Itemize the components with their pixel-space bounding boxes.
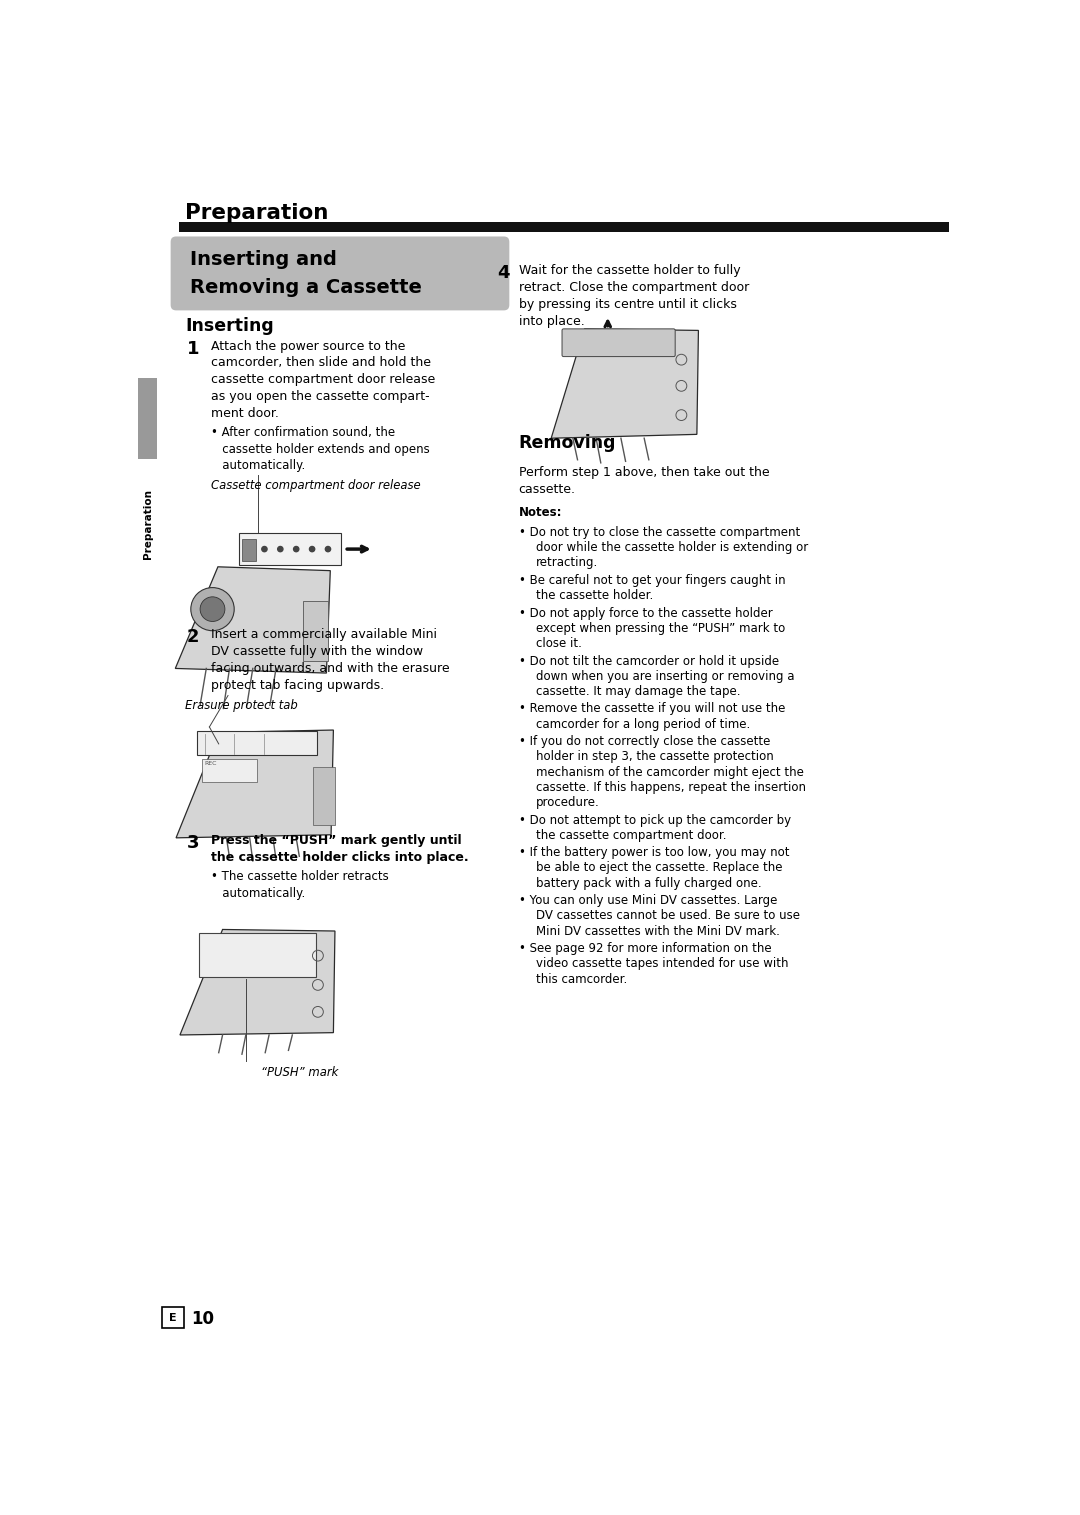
- Text: Notes:: Notes:: [518, 506, 562, 518]
- Text: retracting.: retracting.: [536, 556, 598, 568]
- Text: Preparation: Preparation: [143, 489, 152, 559]
- Text: • If you do not correctly close the cassette: • If you do not correctly close the cass…: [518, 735, 770, 748]
- Text: close it.: close it.: [536, 636, 581, 650]
- Bar: [162, 1307, 184, 1329]
- Circle shape: [278, 547, 283, 551]
- Text: the cassette compartment door.: the cassette compartment door.: [536, 829, 726, 842]
- Text: Cassette compartment door release: Cassette compartment door release: [211, 479, 420, 492]
- Text: Perform step 1 above, then take out the: Perform step 1 above, then take out the: [518, 467, 769, 479]
- Text: battery pack with a fully charged one.: battery pack with a fully charged one.: [536, 877, 761, 889]
- Text: Preparation: Preparation: [186, 203, 328, 223]
- Text: 2: 2: [187, 629, 200, 647]
- Text: Removing: Removing: [518, 433, 616, 451]
- Text: • Remove the cassette if you will not use the: • Remove the cassette if you will not us…: [518, 703, 785, 715]
- Text: DV cassettes cannot be used. Be sure to use: DV cassettes cannot be used. Be sure to …: [536, 909, 799, 923]
- Text: 1: 1: [187, 339, 200, 358]
- Circle shape: [191, 588, 234, 630]
- Text: Erasure protect tab: Erasure protect tab: [186, 698, 298, 712]
- Text: as you open the cassette compart-: as you open the cassette compart-: [211, 389, 430, 403]
- Text: DV cassette fully with the window: DV cassette fully with the window: [211, 645, 423, 658]
- Text: the cassette holder clicks into place.: the cassette holder clicks into place.: [211, 851, 469, 864]
- Text: • The cassette holder retracts: • The cassette holder retracts: [211, 870, 389, 883]
- Text: be able to eject the cassette. Replace the: be able to eject the cassette. Replace t…: [536, 862, 782, 874]
- Text: automatically.: automatically.: [211, 886, 306, 900]
- Circle shape: [261, 547, 267, 551]
- Text: • Do not attempt to pick up the camcorder by: • Do not attempt to pick up the camcorde…: [518, 814, 791, 827]
- Text: “PUSH” mark: “PUSH” mark: [261, 1065, 339, 1079]
- Bar: [179, 221, 948, 232]
- Text: Attach the power source to the: Attach the power source to the: [211, 339, 405, 353]
- Text: by pressing its centre until it clicks: by pressing its centre until it clicks: [518, 298, 737, 311]
- Text: camcorder for a long period of time.: camcorder for a long period of time.: [536, 718, 750, 730]
- Circle shape: [310, 547, 314, 551]
- FancyBboxPatch shape: [562, 329, 675, 356]
- Text: Inserting: Inserting: [186, 317, 274, 335]
- Text: camcorder, then slide and hold the: camcorder, then slide and hold the: [211, 356, 431, 370]
- Text: protect tab facing upwards.: protect tab facing upwards.: [211, 679, 384, 692]
- Text: • Be careful not to get your fingers caught in: • Be careful not to get your fingers cau…: [518, 574, 785, 586]
- Circle shape: [294, 547, 299, 551]
- Text: mechanism of the camcorder might eject the: mechanism of the camcorder might eject t…: [536, 765, 804, 779]
- Bar: [197, 730, 318, 756]
- Text: REC: REC: [205, 761, 217, 767]
- Text: Mini DV cassettes with the Mini DV mark.: Mini DV cassettes with the Mini DV mark.: [536, 924, 780, 938]
- Circle shape: [325, 547, 330, 551]
- Text: • Do not tilt the camcorder or hold it upside: • Do not tilt the camcorder or hold it u…: [518, 654, 779, 668]
- Text: Removing a Cassette: Removing a Cassette: [190, 277, 422, 297]
- Text: Wait for the cassette holder to fully: Wait for the cassette holder to fully: [518, 264, 740, 277]
- Text: 4: 4: [497, 264, 510, 282]
- Text: procedure.: procedure.: [536, 795, 599, 809]
- Text: • Do not apply force to the cassette holder: • Do not apply force to the cassette hol…: [518, 606, 772, 620]
- Text: automatically.: automatically.: [211, 459, 306, 473]
- Text: cassette compartment door release: cassette compartment door release: [211, 373, 435, 386]
- Text: cassette. It may damage the tape.: cassette. It may damage the tape.: [536, 685, 740, 698]
- Text: this camcorder.: this camcorder.: [536, 973, 626, 986]
- Text: cassette. If this happens, repeat the insertion: cassette. If this happens, repeat the in…: [536, 780, 806, 794]
- Bar: [200, 933, 315, 977]
- Text: except when pressing the “PUSH” mark to: except when pressing the “PUSH” mark to: [536, 621, 785, 635]
- Bar: [202, 759, 257, 782]
- Text: • Do not try to close the cassette compartment: • Do not try to close the cassette compa…: [518, 526, 800, 539]
- Polygon shape: [175, 567, 330, 673]
- Text: Press the “PUSH” mark gently until: Press the “PUSH” mark gently until: [211, 833, 461, 847]
- Text: ment door.: ment door.: [211, 408, 279, 420]
- Text: holder in step 3, the cassette protection: holder in step 3, the cassette protectio…: [536, 750, 773, 764]
- Text: Inserting and: Inserting and: [190, 250, 337, 268]
- Polygon shape: [180, 930, 335, 1035]
- Text: E: E: [170, 1312, 177, 1323]
- Polygon shape: [176, 730, 334, 838]
- Text: • If the battery power is too low, you may not: • If the battery power is too low, you m…: [518, 847, 789, 859]
- Text: into place.: into place.: [518, 315, 584, 327]
- Bar: [303, 600, 328, 661]
- Text: 3: 3: [187, 833, 200, 851]
- Bar: [239, 533, 341, 565]
- Text: facing outwards, and with the erasure: facing outwards, and with the erasure: [211, 662, 449, 676]
- Text: the cassette holder.: the cassette holder.: [536, 589, 653, 601]
- Text: • After confirmation sound, the: • After confirmation sound, the: [211, 426, 395, 439]
- Circle shape: [200, 597, 225, 621]
- Bar: [313, 767, 335, 824]
- FancyBboxPatch shape: [171, 236, 510, 311]
- Text: • You can only use Mini DV cassettes. Large: • You can only use Mini DV cassettes. La…: [518, 894, 777, 907]
- Polygon shape: [551, 329, 699, 438]
- Text: door while the cassette holder is extending or: door while the cassette holder is extend…: [536, 541, 808, 554]
- Text: 10: 10: [191, 1309, 214, 1327]
- Bar: [242, 539, 256, 561]
- Text: retract. Close the compartment door: retract. Close the compartment door: [518, 280, 748, 294]
- Text: • See page 92 for more information on the: • See page 92 for more information on th…: [518, 942, 771, 956]
- Text: Insert a commercially available Mini: Insert a commercially available Mini: [211, 629, 437, 641]
- Text: video cassette tapes intended for use with: video cassette tapes intended for use wi…: [536, 957, 788, 971]
- Text: cassette holder extends and opens: cassette holder extends and opens: [211, 442, 430, 456]
- Bar: [138, 379, 158, 459]
- Text: down when you are inserting or removing a: down when you are inserting or removing …: [536, 670, 794, 683]
- Text: cassette.: cassette.: [518, 483, 576, 495]
